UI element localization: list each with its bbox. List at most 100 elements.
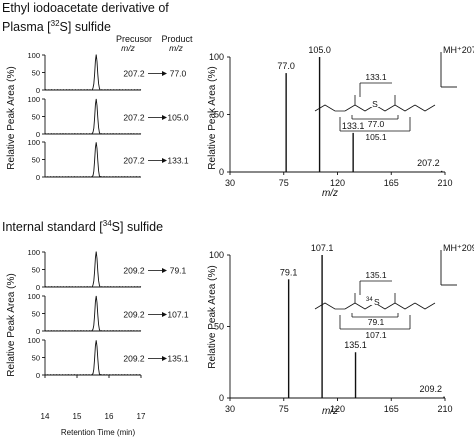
spectrum-ylabel-top: Relative Peak Area (%): [207, 66, 218, 169]
spectrum-xlabel-bottom: m/z: [322, 406, 338, 417]
fragment-label: 107.1: [365, 330, 387, 340]
spectrum-y-tick-label: 100: [209, 52, 224, 62]
heteroatom-bg: [369, 97, 381, 107]
transition-precursor: 207.2: [123, 113, 145, 123]
spectrum-x-tick-label: 165: [384, 404, 399, 414]
spectrum-ylabel-bottom: Relative Peak Area (%): [207, 265, 218, 368]
structure-chain: [344, 302, 416, 310]
header-line2-prefix: Plasma [: [2, 20, 51, 34]
chrom-y-tick-label: 0: [36, 327, 40, 336]
spectrum-peak-label: 209.2: [420, 384, 443, 394]
transition-arrow-head: [162, 115, 167, 120]
structure-chain: [344, 104, 416, 112]
chrom-x-tick-label: 17: [137, 412, 146, 421]
spectrum-x-tick-label: 30: [225, 178, 235, 188]
header-line1: Ethyl iodoacetate derivative of: [2, 1, 169, 15]
structure-ethyl-left: [314, 302, 345, 310]
section2-title-suffix: S] sulfide: [112, 220, 163, 234]
transition-product: 79.1: [170, 266, 187, 276]
chrom-ylabel-bottom: Relative Peak Area (%): [6, 273, 17, 376]
chrom-peak-trace: [44, 98, 142, 135]
heteroatom-label: S: [372, 99, 378, 109]
chrom-y-tick-label: 50: [32, 113, 40, 122]
chrom-y-tick-label: 100: [27, 248, 40, 257]
section2-title: Internal standard [34S] sulfide: [2, 219, 163, 234]
chrom-peak-trace: [44, 142, 141, 178]
chrom-y-tick-label: 0: [36, 86, 40, 95]
transition-precursor: 209.2: [123, 266, 145, 276]
transition-product: 133.1: [167, 156, 189, 166]
section2-title-sup: 34: [103, 219, 112, 228]
heteroatom-label: S: [374, 297, 380, 307]
chrom-y-tick-label: 50: [32, 354, 40, 363]
chrom-y-tick-label: 100: [27, 51, 40, 60]
spectrum-y-tick-label: 100: [209, 250, 224, 260]
chrom-ylabel-top: Relative Peak Area (%): [6, 66, 17, 169]
spectrum-peak-label: 133.1: [342, 121, 365, 131]
header-line2: Plasma [32S] sulfide: [2, 19, 111, 34]
product-header: Product: [161, 34, 193, 44]
transition-precursor: 209.2: [123, 354, 145, 364]
fragment-label: 79.1: [368, 317, 385, 327]
spectrum-x-tick-label: 75: [279, 178, 289, 188]
heteroatom-sup: 34: [366, 297, 373, 303]
transition-product: 77.0: [170, 69, 187, 79]
transition-product: 135.1: [167, 354, 189, 364]
spectrum-x-tick-label: 30: [225, 404, 235, 414]
chrom-y-tick-label: 0: [36, 283, 40, 292]
header-line2-sup: 32: [51, 19, 60, 28]
spectrum-peak-label: 207.2: [417, 158, 440, 168]
chrom-y-tick-label: 50: [32, 69, 40, 78]
transition-precursor: 207.2: [123, 156, 145, 166]
spectrum-peak-label: 105.0: [308, 45, 331, 55]
spectrum-peak-label: 107.1: [311, 243, 334, 253]
section2-title-prefix: Internal standard [: [2, 220, 103, 234]
precursor-label: MH⁺207.2: [443, 45, 474, 55]
chrom-y-tick-label: 50: [32, 156, 40, 165]
chrom-x-tick-label: 15: [73, 412, 82, 421]
precursor-mz-header: m/z: [121, 43, 135, 53]
chrom-y-tick-label: 100: [27, 336, 40, 345]
chrom-peak-trace: [44, 54, 142, 91]
spectrum-x-tick-label: 75: [279, 404, 289, 414]
spectrum-x-tick-label: 120: [330, 178, 345, 188]
chrom-x-tick-label: 14: [41, 412, 50, 421]
chrom-xlabel: Retention Time (min): [61, 428, 136, 437]
chrom-y-tick-label: 100: [27, 292, 40, 301]
spectrum-x-tick-label: 165: [384, 178, 399, 188]
fragment-label: 135.1: [365, 270, 387, 280]
chrom-peak-trace: [44, 251, 142, 288]
spectrum-y-tick-label: 50: [214, 110, 224, 120]
transition-arrow-head: [162, 356, 167, 361]
fragment-label: 133.1: [365, 72, 387, 82]
structure-ethyl-right: [414, 302, 436, 310]
transition-arrow-head: [162, 312, 167, 317]
spectrum-x-tick-label: 210: [437, 178, 452, 188]
fragment-label: 105.1: [365, 132, 387, 142]
transition-arrow-head: [162, 268, 167, 273]
chrom-y-tick-label: 100: [27, 138, 40, 147]
transition-arrow-head: [162, 158, 167, 163]
product-mz-header: m/z: [169, 43, 183, 53]
spectrum-peak-label: 77.0: [277, 61, 295, 71]
structure-ethyl-left: [314, 104, 345, 112]
transition-product: 105.0: [167, 113, 189, 123]
precursor-header: Precusor: [116, 34, 152, 44]
spectrum-x-tick-label: 210: [437, 404, 452, 414]
spectrum-y-tick-label: 0: [219, 393, 224, 403]
chrom-peak-trace: [44, 340, 141, 376]
chrom-peak-trace: [44, 295, 142, 332]
transition-arrow-head: [162, 71, 167, 76]
spectrum-x-tick-label: 120: [330, 404, 345, 414]
spectrum-y-tick-label: 0: [219, 167, 224, 177]
transition-product: 107.1: [167, 310, 189, 320]
chrom-y-tick-label: 0: [36, 371, 40, 380]
header-line2-suffix: S] sulfide: [60, 20, 111, 34]
fragment-label: 77.0: [368, 119, 385, 129]
structure-ethyl-right: [414, 104, 436, 112]
transition-precursor: 209.2: [123, 310, 145, 320]
spectrum-peak-label: 79.1: [280, 267, 298, 277]
transition-precursor: 207.2: [123, 69, 145, 79]
chrom-y-tick-label: 100: [27, 95, 40, 104]
